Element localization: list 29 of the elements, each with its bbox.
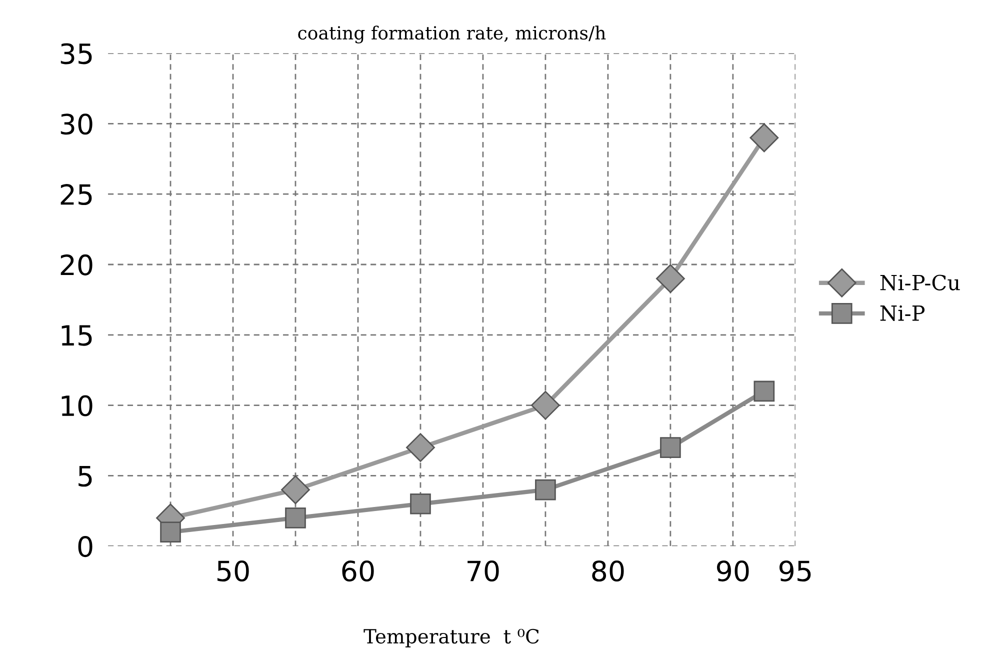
x-tick-label: 70 [468, 560, 499, 582]
point [660, 437, 681, 458]
legend-label: Ni-P-Cu [880, 274, 960, 290]
y-tick-label: 30 [60, 114, 92, 135]
point [754, 380, 775, 402]
point [656, 264, 685, 294]
y-tick-label: 5 [78, 466, 92, 487]
y-tick-label: 10 [62, 395, 92, 416]
point [531, 390, 560, 420]
x-tick-label: 60 [342, 560, 374, 582]
x-tick-label: 90 [717, 560, 749, 582]
y-tick-label: 35 [60, 43, 92, 64]
point [535, 479, 556, 500]
point [410, 493, 431, 514]
point [285, 508, 306, 528]
point [281, 475, 310, 504]
point [750, 123, 779, 152]
y-tick-label: 0 [78, 536, 92, 558]
x-tick-label: 80 [592, 560, 624, 582]
x-axis-title: Temperature t ⁰C [364, 628, 539, 648]
legend-label: Ni-P [880, 305, 925, 322]
y-tick-label: 25 [60, 184, 92, 206]
chart-title: coating formation rate, microns/h [298, 26, 606, 44]
x-tick-label: 50 [217, 560, 249, 582]
y-tick-label: 15 [62, 325, 92, 346]
x-tick-label: 95 [779, 560, 811, 582]
point [406, 433, 435, 462]
y-tick-label: 20 [60, 254, 92, 276]
point [160, 522, 181, 542]
